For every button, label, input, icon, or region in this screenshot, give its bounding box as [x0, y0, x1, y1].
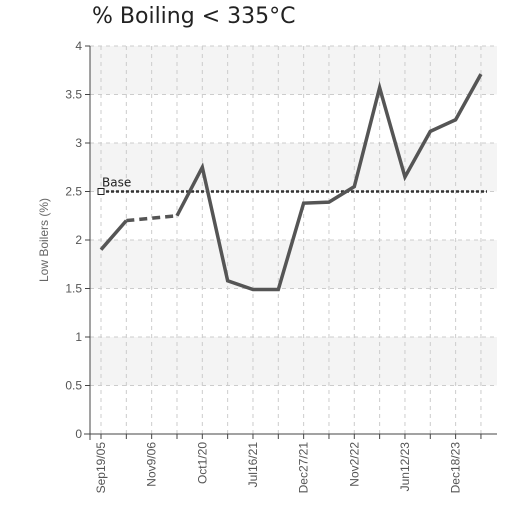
y-ticks: 0 0.5 1 1.5 2 2.5 3 3.5 4 — [65, 39, 90, 441]
y-tick-label: 0 — [75, 427, 82, 441]
y-tick-label: 0.5 — [65, 379, 82, 393]
series-group — [99, 73, 483, 292]
x-tick-label: Sep19/05 — [94, 442, 108, 494]
reference-line: Base — [97, 176, 487, 195]
reference-line-marker — [97, 188, 105, 195]
chart-title: % Boiling < 335°C — [92, 4, 296, 29]
y-tick-label: 2.5 — [65, 185, 82, 199]
y-tick-label: 1.5 — [65, 282, 82, 296]
x-tick-label: Dec18/23 — [449, 442, 463, 494]
y-tick-label: 4 — [75, 39, 82, 53]
x-ticks: Sep19/05 Nov9/06 Oct1/20 Jul16/21 Dec27/21 No… — [94, 434, 482, 494]
x-tick-label: Jul16/21 — [246, 442, 260, 488]
x-tick-label: Nov2/22 — [347, 442, 361, 487]
y-axis-label: Low Boilers (%) — [37, 198, 51, 282]
y-tick-label: 2 — [75, 233, 82, 247]
y-tick-label: 1 — [75, 330, 82, 344]
background-band — [90, 143, 497, 192]
series-line — [99, 219, 128, 251]
x-tick-label: Jun12/23 — [398, 442, 412, 492]
y-tick-label: 3 — [75, 136, 82, 150]
series-gap-line — [126, 214, 178, 223]
x-tick-label: Nov9/06 — [145, 442, 159, 487]
background-band — [90, 337, 497, 386]
background-bands — [90, 46, 497, 386]
x-tick-label: Dec27/21 — [297, 442, 311, 494]
reference-line-label: Base — [102, 176, 131, 190]
background-band — [90, 46, 497, 95]
axes — [84, 46, 497, 440]
x-tick-label: Oct1/20 — [195, 442, 209, 484]
grid-lines — [90, 45, 497, 434]
y-tick-label: 3.5 — [65, 88, 82, 102]
series-line — [175, 73, 483, 292]
background-band — [90, 240, 497, 289]
